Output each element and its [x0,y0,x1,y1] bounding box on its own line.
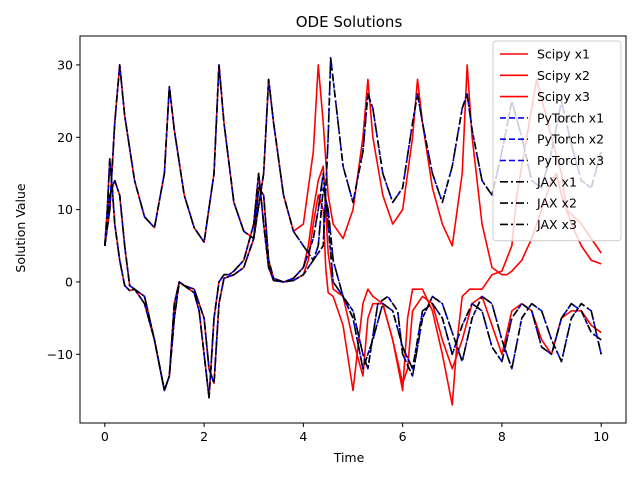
chart-title: ODE Solutions [296,13,403,31]
legend-label: JAX x1 [536,174,577,189]
y-tick-label: 30 [57,57,73,72]
y-tick-label: 20 [57,130,73,145]
series-line-jax-x3 [104,56,602,262]
legend-label: JAX x3 [536,217,577,232]
legend-label: Scipy x2 [537,68,590,83]
y-tick-label: −10 [47,347,73,362]
x-axis-ticks: 0 2 4 6 8 10 [101,423,609,444]
legend-label: PyTorch x1 [537,110,604,125]
legend-label: PyTorch x2 [537,132,604,147]
legend-box [492,40,622,242]
plot-frame [79,35,627,424]
legend: Scipy x1 Scipy x2 Scipy x3 PyTorch x1 PyTorc… [492,40,622,242]
series-line-scipy-x2 [104,165,602,392]
y-axis-ticks: −10 0 10 20 30 [47,57,80,362]
x-tick-label: 4 [299,429,307,444]
legend-label: Scipy x1 [537,47,590,62]
series-layer [104,56,602,406]
series-line-pytorch-x2 [104,172,602,392]
legend-label: PyTorch x3 [537,153,604,168]
y-tick-label: 0 [65,274,73,289]
x-axis-label: Time [333,450,365,465]
x-tick-label: 2 [200,429,208,444]
x-tick-label: 8 [498,429,506,444]
x-tick-label: 6 [399,429,407,444]
y-tick-label: 10 [57,202,73,217]
x-tick-label: 10 [593,429,609,444]
legend-label: Scipy x3 [537,89,590,104]
y-axis-label: Solution Value [13,183,28,273]
legend-label: JAX x2 [536,196,577,211]
x-tick-label: 0 [101,429,109,444]
